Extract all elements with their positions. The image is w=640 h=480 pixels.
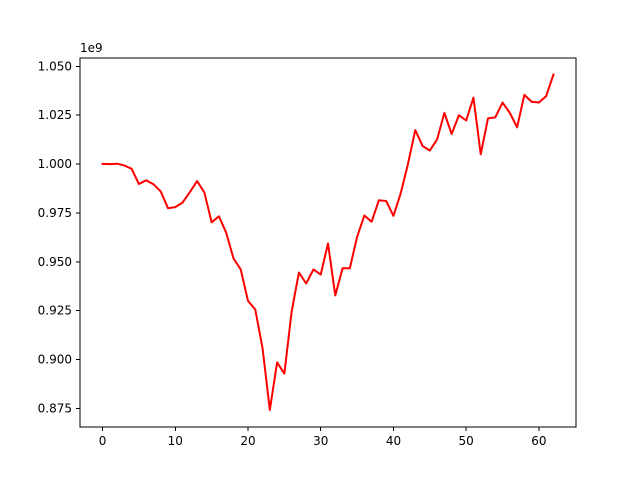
y-tick-label: 0.950 — [38, 255, 72, 269]
y-tick-label: 0.875 — [38, 401, 72, 415]
x-tick-label: 20 — [240, 434, 255, 448]
x-axis: 0 10 20 30 40 50 60 — [99, 427, 547, 448]
y-tick-label: 1.050 — [38, 59, 72, 73]
y-tick-label: 0.975 — [38, 206, 72, 220]
y-tick-label: 1.025 — [38, 108, 72, 122]
x-tick-label: 50 — [459, 434, 474, 448]
y-tick-label: 0.900 — [38, 353, 72, 367]
y-axis: 0.875 0.900 0.925 0.950 0.975 1.000 1.025 1.050 — [38, 59, 80, 415]
x-tick-label: 0 — [99, 434, 107, 448]
plot-area — [101, 73, 555, 411]
x-tick-label: 60 — [531, 434, 546, 448]
x-tick-label: 30 — [313, 434, 328, 448]
y-tick-label: 0.925 — [38, 304, 72, 318]
y-axis-offset-label: 1e9 — [80, 41, 103, 55]
x-tick-label: 10 — [168, 434, 183, 448]
series-line — [101, 73, 555, 411]
y-tick-label: 1.000 — [38, 157, 72, 171]
x-tick-label: 40 — [386, 434, 401, 448]
axes-frame — [79, 57, 577, 428]
